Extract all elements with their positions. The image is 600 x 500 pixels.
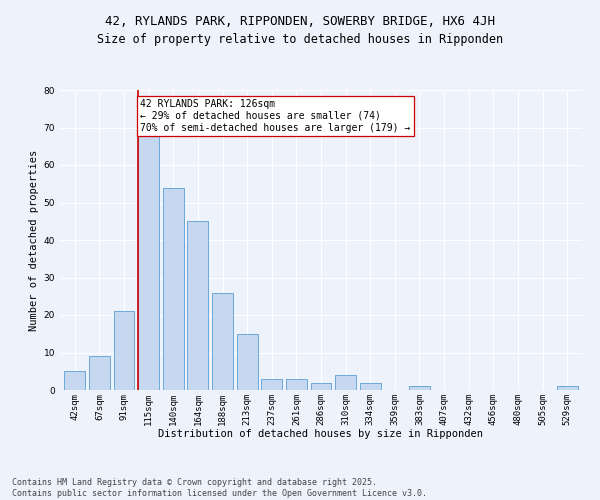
Bar <box>163 188 184 390</box>
Bar <box>557 386 578 390</box>
X-axis label: Distribution of detached houses by size in Ripponden: Distribution of detached houses by size … <box>158 429 484 439</box>
Bar <box>409 386 430 390</box>
Bar <box>187 221 208 390</box>
Bar <box>113 311 134 390</box>
Bar <box>64 371 85 390</box>
Y-axis label: Number of detached properties: Number of detached properties <box>29 150 40 330</box>
Bar <box>236 334 257 390</box>
Bar <box>360 382 381 390</box>
Text: 42, RYLANDS PARK, RIPPONDEN, SOWERBY BRIDGE, HX6 4JH: 42, RYLANDS PARK, RIPPONDEN, SOWERBY BRI… <box>105 15 495 28</box>
Text: 42 RYLANDS PARK: 126sqm
← 29% of detached houses are smaller (74)
70% of semi-de: 42 RYLANDS PARK: 126sqm ← 29% of detache… <box>140 100 410 132</box>
Text: Size of property relative to detached houses in Ripponden: Size of property relative to detached ho… <box>97 32 503 46</box>
Bar <box>286 379 307 390</box>
Bar <box>89 356 110 390</box>
Bar <box>138 135 159 390</box>
Bar <box>261 379 282 390</box>
Bar <box>212 292 233 390</box>
Bar <box>335 375 356 390</box>
Bar <box>311 382 331 390</box>
Text: Contains HM Land Registry data © Crown copyright and database right 2025.
Contai: Contains HM Land Registry data © Crown c… <box>12 478 427 498</box>
